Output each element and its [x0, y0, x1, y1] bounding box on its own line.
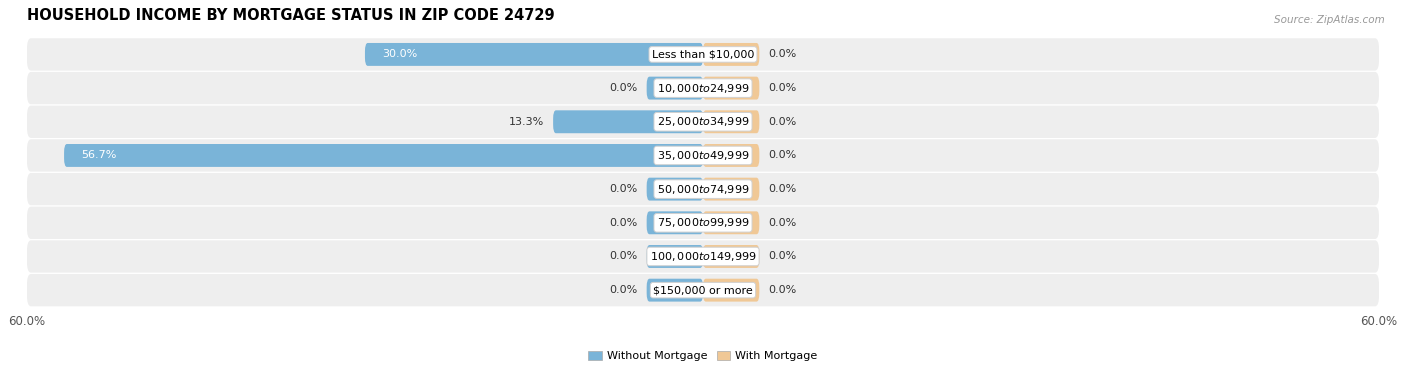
Text: 0.0%: 0.0% [768, 83, 797, 93]
FancyBboxPatch shape [703, 77, 759, 100]
Text: 0.0%: 0.0% [768, 218, 797, 228]
Text: Less than $10,000: Less than $10,000 [652, 49, 754, 60]
FancyBboxPatch shape [27, 38, 1379, 70]
Text: HOUSEHOLD INCOME BY MORTGAGE STATUS IN ZIP CODE 24729: HOUSEHOLD INCOME BY MORTGAGE STATUS IN Z… [27, 8, 554, 23]
FancyBboxPatch shape [27, 240, 1379, 273]
Legend: Without Mortgage, With Mortgage: Without Mortgage, With Mortgage [583, 346, 823, 366]
FancyBboxPatch shape [27, 207, 1379, 239]
FancyBboxPatch shape [703, 279, 759, 302]
Text: Source: ZipAtlas.com: Source: ZipAtlas.com [1274, 15, 1385, 25]
FancyBboxPatch shape [27, 72, 1379, 104]
FancyBboxPatch shape [27, 139, 1379, 172]
FancyBboxPatch shape [27, 274, 1379, 307]
Text: 13.3%: 13.3% [509, 117, 544, 127]
Text: $35,000 to $49,999: $35,000 to $49,999 [657, 149, 749, 162]
FancyBboxPatch shape [703, 211, 759, 234]
Text: 30.0%: 30.0% [382, 49, 418, 60]
Text: 0.0%: 0.0% [609, 285, 638, 295]
Text: 0.0%: 0.0% [609, 184, 638, 194]
Text: 0.0%: 0.0% [609, 218, 638, 228]
Text: 0.0%: 0.0% [768, 49, 797, 60]
Text: $75,000 to $99,999: $75,000 to $99,999 [657, 216, 749, 229]
FancyBboxPatch shape [647, 178, 703, 201]
FancyBboxPatch shape [703, 178, 759, 201]
FancyBboxPatch shape [703, 43, 759, 66]
FancyBboxPatch shape [703, 245, 759, 268]
FancyBboxPatch shape [553, 110, 703, 133]
FancyBboxPatch shape [703, 144, 759, 167]
Text: $100,000 to $149,999: $100,000 to $149,999 [650, 250, 756, 263]
FancyBboxPatch shape [647, 279, 703, 302]
FancyBboxPatch shape [647, 211, 703, 234]
Text: $25,000 to $34,999: $25,000 to $34,999 [657, 115, 749, 128]
FancyBboxPatch shape [647, 77, 703, 100]
FancyBboxPatch shape [27, 106, 1379, 138]
Text: $10,000 to $24,999: $10,000 to $24,999 [657, 81, 749, 95]
FancyBboxPatch shape [647, 245, 703, 268]
Text: 0.0%: 0.0% [768, 117, 797, 127]
Text: $50,000 to $74,999: $50,000 to $74,999 [657, 182, 749, 196]
Text: 0.0%: 0.0% [609, 83, 638, 93]
Text: 0.0%: 0.0% [768, 184, 797, 194]
FancyBboxPatch shape [65, 144, 703, 167]
FancyBboxPatch shape [27, 173, 1379, 205]
Text: 56.7%: 56.7% [82, 150, 117, 161]
FancyBboxPatch shape [366, 43, 703, 66]
Text: 0.0%: 0.0% [768, 251, 797, 262]
Text: 0.0%: 0.0% [609, 251, 638, 262]
FancyBboxPatch shape [703, 110, 759, 133]
Text: 0.0%: 0.0% [768, 285, 797, 295]
Text: 0.0%: 0.0% [768, 150, 797, 161]
Text: $150,000 or more: $150,000 or more [654, 285, 752, 295]
